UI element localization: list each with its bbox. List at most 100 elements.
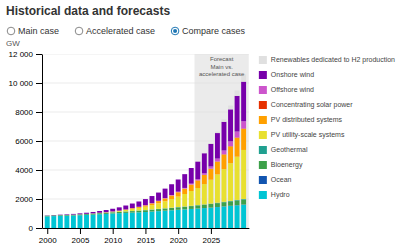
bar-segment	[110, 209, 115, 212]
bar-segment	[58, 215, 63, 216]
bar-segment	[123, 210, 128, 211]
bar-segment	[241, 82, 246, 122]
legend-swatch	[259, 116, 267, 124]
bar-segment	[215, 162, 220, 175]
annotation-line: accelerated case	[199, 71, 245, 77]
bar-segment	[51, 215, 56, 216]
bar-segment	[202, 173, 207, 175]
bar-segment	[104, 212, 109, 213]
legend-label: Ocean	[271, 176, 292, 183]
bar-segment	[150, 212, 155, 228]
bar-segment	[182, 194, 187, 206]
legend-item: PV distributed systems	[259, 116, 343, 124]
legend-label: Onshore wind	[271, 71, 314, 78]
bar-segment	[130, 213, 135, 228]
bar-segment	[91, 215, 96, 228]
bar-segment	[208, 204, 213, 208]
bar-segment	[78, 215, 83, 228]
y-tick: 6000	[15, 137, 42, 146]
bar-segment	[156, 193, 161, 201]
bar-segment	[130, 203, 135, 204]
y-axis-title: GW	[6, 39, 20, 48]
option[interactable]: Main case	[7, 26, 59, 36]
bar-segment	[58, 215, 63, 216]
bar-segment	[45, 215, 50, 216]
option[interactable]: Accelerated case	[75, 26, 155, 36]
option-label[interactable]: Compare cases	[182, 26, 246, 36]
legend-swatch	[259, 146, 267, 154]
legend-item: Hydro	[259, 191, 290, 199]
bar-segment	[123, 206, 128, 210]
bar-segment	[156, 209, 161, 211]
option-button[interactable]	[171, 27, 179, 35]
x-tick-mark	[80, 228, 81, 234]
x-tick-label: 2005	[72, 236, 90, 245]
legend-swatch	[259, 71, 267, 79]
option-button[interactable]	[75, 27, 83, 35]
bar-segment	[84, 213, 89, 214]
legend-swatch	[259, 56, 267, 64]
bar-segment	[156, 201, 161, 203]
bar-segment	[150, 205, 155, 209]
bar-segment	[58, 215, 63, 216]
legend-label: PV utility-scale systems	[271, 131, 345, 139]
option-button[interactable]	[7, 27, 15, 35]
bar-segment	[182, 174, 187, 175]
bar-segment	[71, 215, 76, 216]
bar-segment	[64, 214, 69, 215]
bar-segment	[58, 215, 63, 216]
bar-segment	[235, 132, 240, 138]
y-tick-label: 2000	[15, 195, 33, 204]
legend-swatch	[259, 161, 267, 169]
bar-segment	[169, 195, 174, 196]
legend-swatch	[259, 131, 267, 139]
bar-segment	[78, 214, 83, 216]
legend-swatch	[259, 176, 267, 184]
bar-segment	[235, 157, 240, 200]
bar-segment	[91, 213, 96, 214]
bar-segment	[169, 199, 174, 208]
bar-segment	[117, 213, 122, 228]
bar-segment	[136, 211, 141, 213]
x-axis: 200020052010201520202025	[39, 228, 250, 245]
x-tick: 2020	[170, 228, 188, 245]
bar-segment	[104, 213, 109, 214]
plot-area	[42, 54, 249, 228]
legend-item: Onshore wind	[259, 71, 314, 79]
bar-segment	[78, 213, 83, 215]
bar-segment	[182, 207, 187, 210]
bar-segment	[241, 205, 246, 228]
option-selected[interactable]	[173, 29, 177, 33]
bar-segment	[117, 207, 122, 210]
bar-segment	[163, 211, 168, 228]
bar-segment	[136, 201, 141, 202]
y-tick: 12 000	[9, 50, 42, 59]
y-tick-mark	[36, 54, 42, 55]
bar-segment	[84, 213, 89, 214]
bar-segment	[202, 208, 207, 228]
y-tick-label: 8000	[15, 108, 33, 117]
bar-segment	[97, 213, 102, 215]
bar-segment	[97, 214, 102, 228]
option-label[interactable]: Main case	[18, 26, 59, 36]
bar-segment	[189, 209, 194, 228]
bar-segment	[202, 152, 207, 153]
bar-segment	[45, 215, 50, 216]
grid-line	[42, 83, 249, 84]
legend-item: PV utility-scale systems	[259, 131, 345, 139]
option-label[interactable]: Accelerated case	[86, 26, 155, 36]
bar-segment	[228, 163, 233, 201]
y-tick-label: 10 000	[9, 79, 34, 88]
option[interactable]: Compare cases	[171, 26, 245, 36]
title: Historical data and forecasts	[6, 4, 170, 18]
legend-label: Geothermal	[271, 146, 308, 153]
bar-segment	[110, 211, 115, 212]
bar-segment	[51, 215, 56, 216]
y-tick-label: 4000	[15, 166, 33, 175]
x-tick-mark	[178, 228, 179, 234]
legend-item: Offshore wind	[259, 86, 314, 94]
bar-segment	[156, 192, 161, 193]
bar-segment	[104, 210, 109, 211]
bar-segment	[143, 199, 148, 200]
bar-segment	[51, 215, 56, 216]
